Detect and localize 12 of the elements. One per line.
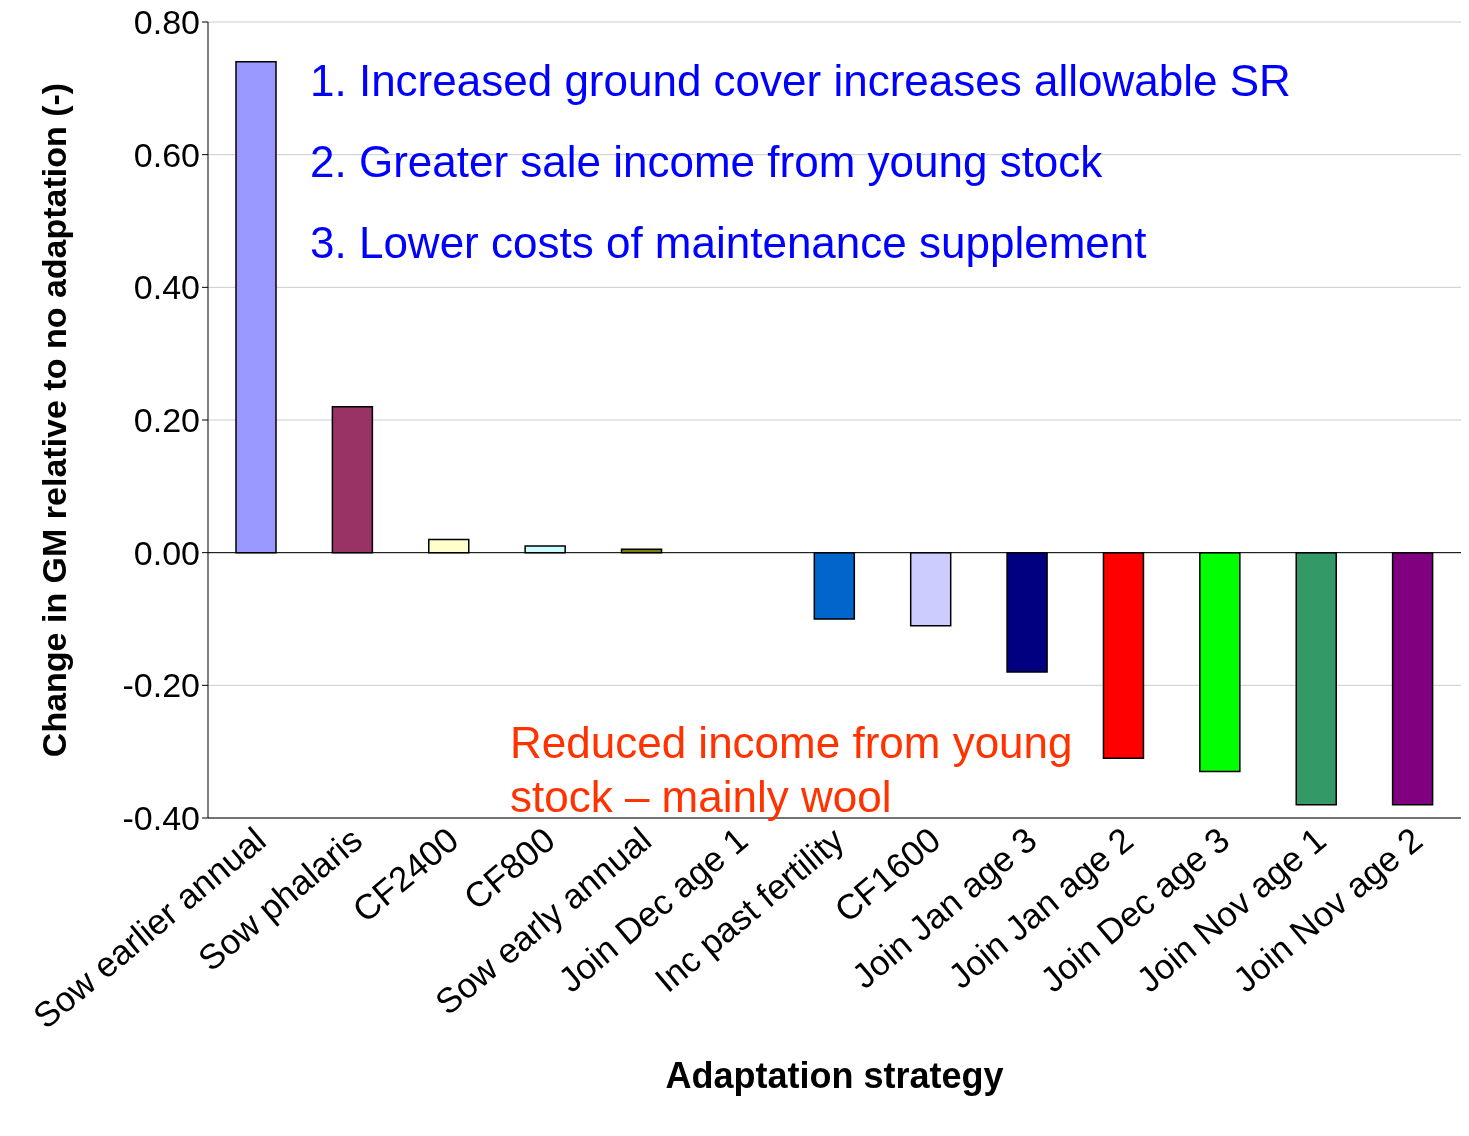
- y-tick-label: 0.00: [133, 533, 200, 572]
- y-tick-label: 0.40: [133, 268, 200, 307]
- annotation: Reduced income from young stock – mainly wool: [510, 718, 1073, 821]
- y-tick-label: 0.80: [133, 3, 200, 42]
- y-tick-label: 0.20: [133, 401, 200, 440]
- annotation: 3. Lower costs of maintenance supplement: [310, 218, 1147, 268]
- y-tick-label: -0.20: [122, 666, 200, 705]
- annotation: 2. Greater sale income from young stock: [310, 137, 1103, 187]
- annotation: 1. Increased ground cover increases allowable SR: [310, 56, 1291, 106]
- y-axis-title: Change in GM relative to no adaptation (-): [35, 82, 74, 758]
- y-tick-label: 0.60: [133, 135, 200, 174]
- x-axis-title: Adaptation strategy: [665, 1055, 1004, 1096]
